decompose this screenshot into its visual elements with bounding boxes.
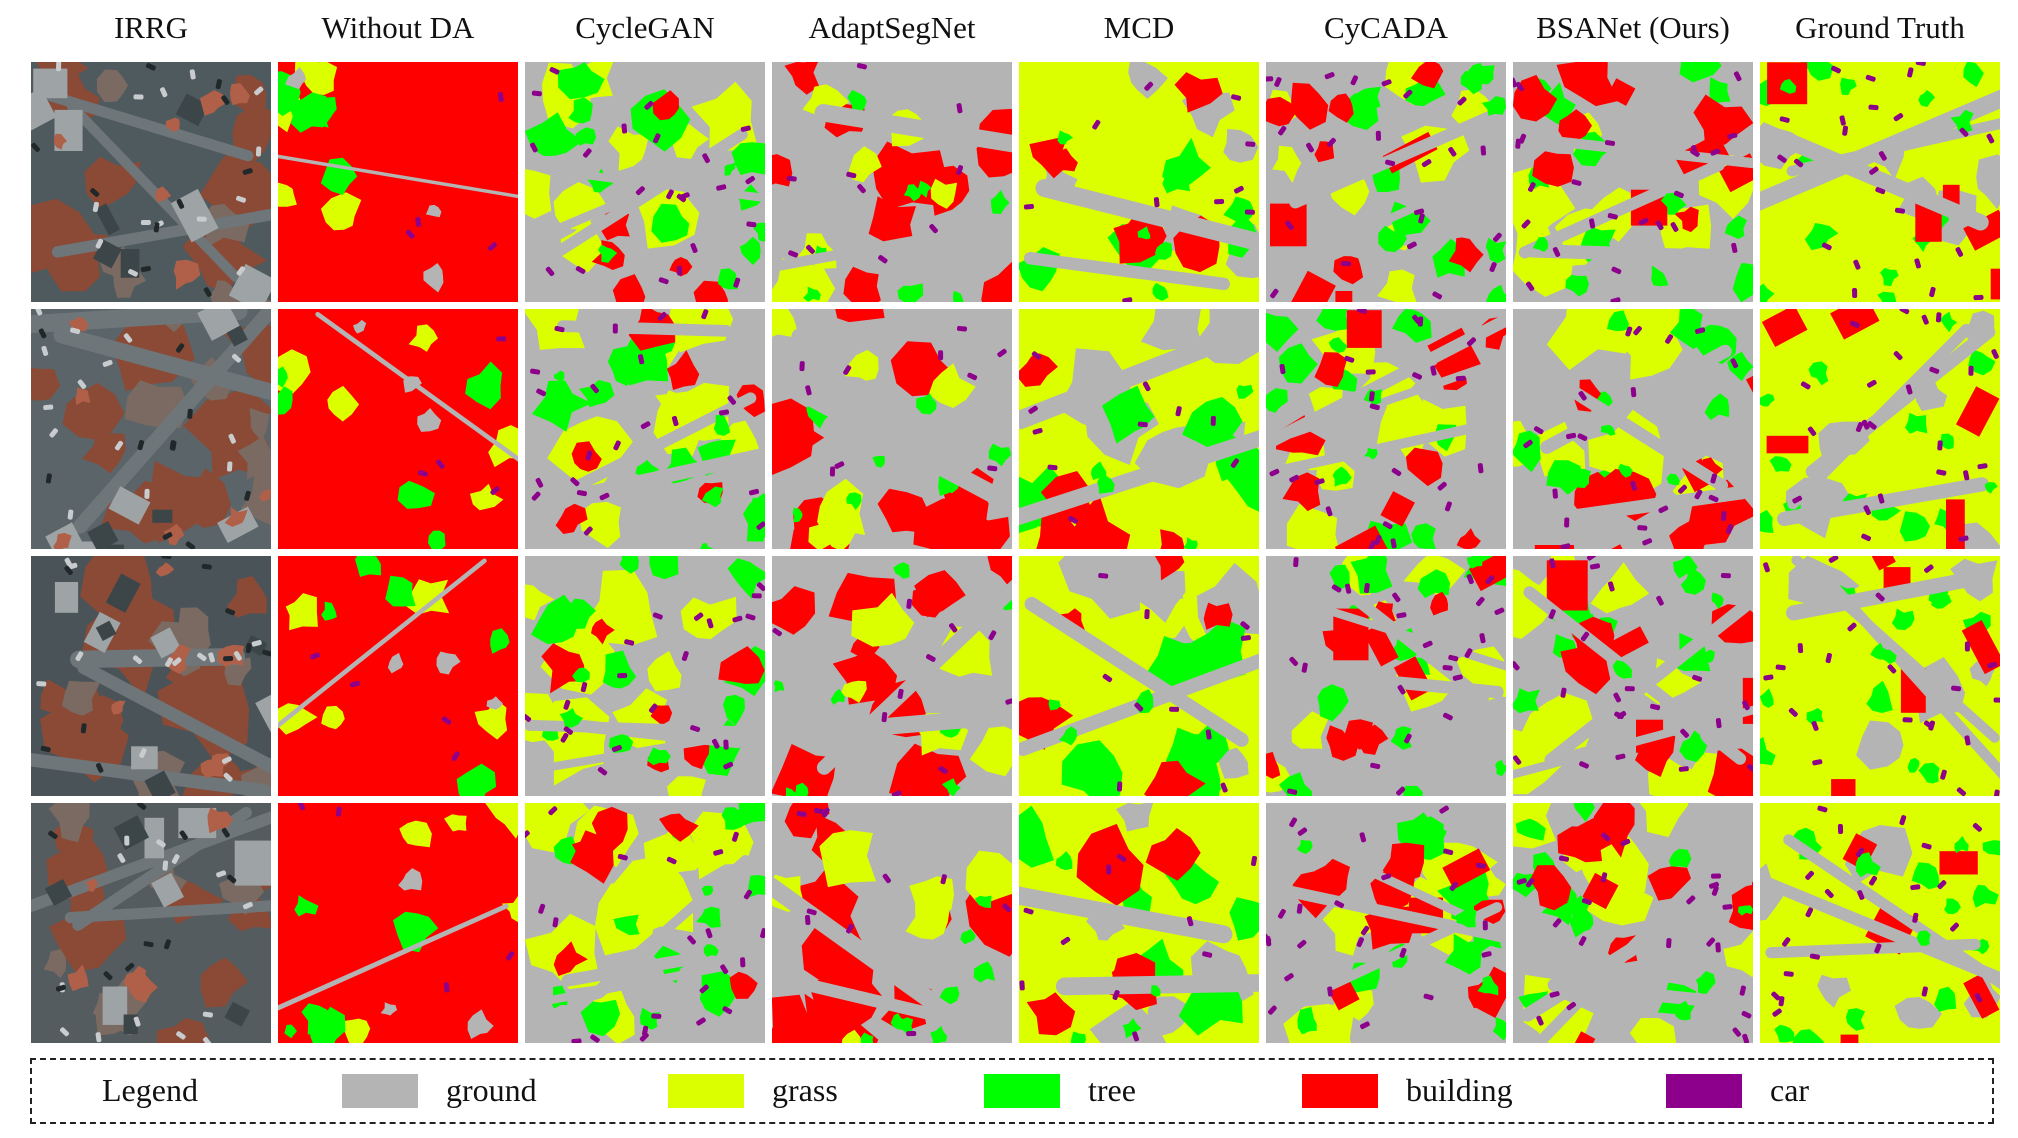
segmentation-map-bsanet-row-3 <box>1513 556 1753 796</box>
segmentation-map-bsanet-row-1 <box>1513 62 1753 302</box>
col-header-cycada: CyCADA <box>1323 10 1448 45</box>
column-headers: IRRG Without DA CycleGAN AdaptSegNet MCD… <box>0 0 2018 56</box>
legend-swatch-grass <box>668 1074 744 1108</box>
legend-label-ground: ground <box>446 1072 537 1108</box>
segmentation-map-without-da-row-1 <box>278 62 518 302</box>
aerial-image-irrg-row-3 <box>31 556 271 796</box>
col-header-irrg: IRRG <box>113 10 189 45</box>
segmentation-map-mcd-row-1 <box>1019 62 1259 302</box>
col-header-adaptsegnet: AdaptSegNet <box>808 10 976 45</box>
aerial-image-irrg-row-1 <box>31 62 271 302</box>
segmentation-map-cyclegan-row-2 <box>525 309 765 549</box>
segmentation-map-bsanet-row-2 <box>1513 309 1753 549</box>
segmentation-map-cyclegan-row-1 <box>525 62 765 302</box>
segmentation-map-adaptsegnet-row-2 <box>772 309 1012 549</box>
image-grid <box>31 62 2000 1043</box>
segmentation-map-ground-truth-row-3 <box>1760 556 2000 796</box>
segmentation-map-bsanet-row-4 <box>1513 803 1753 1043</box>
segmentation-map-cyclegan-row-4 <box>525 803 765 1043</box>
aerial-image-irrg-row-2 <box>31 309 271 549</box>
aerial-image-irrg-row-4 <box>31 803 271 1043</box>
segmentation-map-ground-truth-row-2 <box>1760 309 2000 549</box>
segmentation-map-without-da-row-4 <box>278 803 518 1043</box>
legend-label-building: building <box>1406 1072 1513 1108</box>
col-header-bsanet: BSANet (Ours) <box>1536 10 1730 45</box>
segmentation-map-cycada-row-4 <box>1266 803 1506 1043</box>
legend-swatch-ground <box>342 1074 418 1108</box>
legend-swatch-car <box>1666 1074 1742 1108</box>
segmentation-map-mcd-row-4 <box>1019 803 1259 1043</box>
legend-title: Legend <box>102 1072 198 1108</box>
segmentation-map-without-da-row-2 <box>278 309 518 549</box>
segmentation-map-cyclegan-row-3 <box>525 556 765 796</box>
segmentation-map-cycada-row-1 <box>1266 62 1506 302</box>
legend-label-tree: tree <box>1088 1072 1136 1108</box>
col-header-cyclegan: CycleGAN <box>575 10 715 45</box>
segmentation-map-cycada-row-2 <box>1266 309 1506 549</box>
legend-box: Legend ground grass tree building car <box>30 1058 1994 1124</box>
segmentation-map-adaptsegnet-row-3 <box>772 556 1012 796</box>
legend-swatch-tree <box>984 1074 1060 1108</box>
segmentation-map-without-da-row-3 <box>278 556 518 796</box>
segmentation-map-mcd-row-3 <box>1019 556 1259 796</box>
segmentation-map-adaptsegnet-row-4 <box>772 803 1012 1043</box>
segmentation-map-adaptsegnet-row-1 <box>772 62 1012 302</box>
legend-swatch-building <box>1302 1074 1378 1108</box>
col-header-mcd: MCD <box>1103 10 1175 45</box>
segmentation-map-ground-truth-row-4 <box>1760 803 2000 1043</box>
legend-label-car: car <box>1770 1072 1810 1108</box>
legend-label-grass: grass <box>772 1072 838 1108</box>
segmentation-map-ground-truth-row-1 <box>1760 62 2000 302</box>
col-header-ground-truth: Ground Truth <box>1795 10 1965 45</box>
col-header-without-da: Without DA <box>321 10 475 45</box>
segmentation-map-mcd-row-2 <box>1019 309 1259 549</box>
segmentation-map-cycada-row-3 <box>1266 556 1506 796</box>
